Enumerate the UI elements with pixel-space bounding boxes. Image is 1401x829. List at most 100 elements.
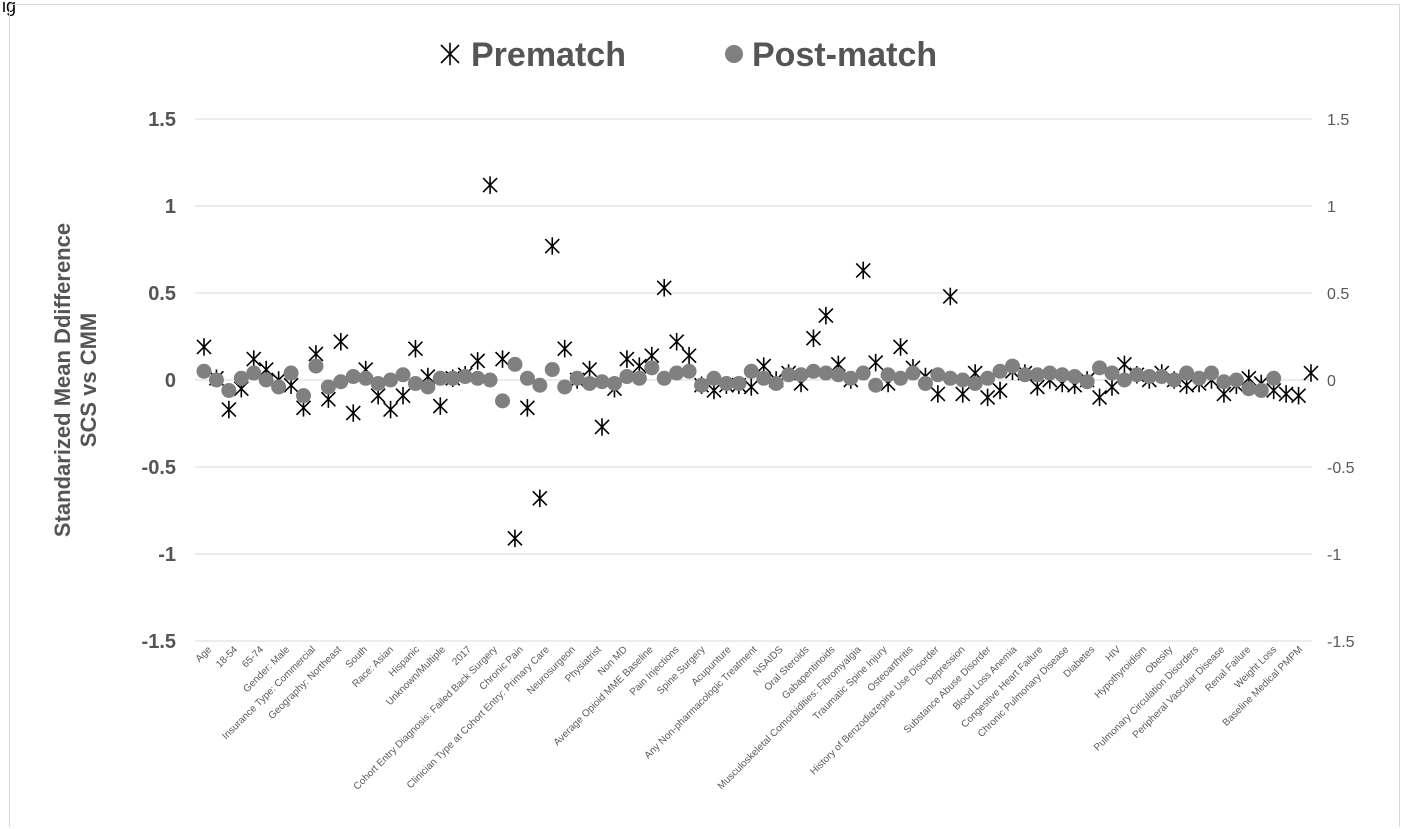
- postmatch-point: [1241, 381, 1257, 397]
- x-tick-label: 18-54: [214, 644, 240, 670]
- postmatch-point: [1191, 370, 1207, 386]
- postmatch-point: [706, 370, 722, 386]
- postmatch-point: [557, 379, 573, 395]
- prematch-point: [507, 529, 523, 548]
- y-tick-label-left: -1: [158, 544, 176, 566]
- postmatch-point: [805, 363, 821, 379]
- postmatch-point: [1092, 360, 1108, 376]
- postmatch-point: [395, 367, 411, 383]
- prematch-point: [1091, 388, 1108, 407]
- prematch-point: [407, 339, 424, 358]
- postmatch-series: [196, 356, 1282, 409]
- prematch-point: [619, 350, 635, 368]
- prematch-point: [345, 404, 361, 422]
- y-tick-label-right: 0: [1327, 373, 1336, 390]
- postmatch-point: [246, 365, 262, 381]
- postmatch-point: [1029, 367, 1045, 383]
- postmatch-point: [880, 367, 896, 383]
- prematch-point: [1303, 364, 1319, 382]
- prematch-point: [1290, 386, 1307, 405]
- legend-prematch-marker: [440, 42, 460, 66]
- postmatch-point: [669, 365, 685, 381]
- postmatch-point: [1266, 370, 1282, 386]
- postmatch-point: [1129, 367, 1145, 383]
- postmatch-point: [1116, 372, 1132, 388]
- postmatch-point: [271, 379, 287, 395]
- y-tick-label-right: 1: [1327, 199, 1336, 216]
- postmatch-point: [942, 370, 958, 386]
- postmatch-point: [221, 382, 237, 398]
- postmatch-point: [781, 367, 797, 383]
- y-axis-label-line: Standarized Mean Ddifference: [50, 223, 75, 537]
- postmatch-point: [992, 363, 1008, 379]
- postmatch-point: [296, 388, 312, 404]
- prematch-point: [805, 329, 822, 347]
- prematch-point: [681, 346, 697, 365]
- prematch-point: [980, 388, 996, 407]
- postmatch-point: [830, 367, 846, 383]
- postmatch-point: [1141, 369, 1157, 385]
- postmatch-point: [1104, 365, 1120, 381]
- prematch-point: [221, 400, 237, 419]
- prematch-point: [868, 353, 884, 372]
- postmatch-point: [1079, 374, 1095, 390]
- y-tick-label-right: 0.5: [1327, 286, 1349, 303]
- prematch-point: [557, 339, 573, 358]
- postmatch-point: [582, 375, 598, 391]
- postmatch-point: [718, 375, 734, 391]
- postmatch-point: [980, 370, 996, 386]
- prematch-point: [544, 237, 560, 255]
- y-tick-label-left: 1.5: [148, 109, 176, 131]
- postmatch-point: [495, 393, 511, 409]
- x-tick-label: 2017: [450, 644, 474, 668]
- prematch-point: [333, 332, 349, 351]
- y-axis-right: 1.5 1 0.5 0 -0.5 -1 -1.5: [1327, 112, 1355, 651]
- postmatch-point: [1154, 369, 1170, 385]
- postmatch-point: [258, 372, 274, 388]
- legend: Prematch Post-match: [440, 36, 937, 74]
- prematch-point: [955, 385, 971, 403]
- postmatch-point: [631, 370, 647, 386]
- postmatch-point: [233, 370, 249, 386]
- postmatch-point: [893, 370, 909, 386]
- postmatch-point: [768, 375, 784, 391]
- postmatch-point: [1253, 382, 1269, 398]
- postmatch-point: [383, 372, 399, 388]
- postmatch-point: [868, 377, 884, 393]
- legend-prematch-label: Prematch: [471, 36, 626, 74]
- y-axis-left: 1.5 1 0.5 0 -0.5 -1 -1.5: [142, 109, 176, 653]
- y-tick-label-left: -0.5: [142, 457, 176, 479]
- postmatch-point: [1216, 374, 1232, 390]
- y-tick-label-right: -0.5: [1327, 460, 1355, 477]
- postmatch-point: [793, 367, 809, 383]
- postmatch-point: [743, 363, 759, 379]
- postmatch-point: [407, 375, 423, 391]
- y-tick-label-right: 1.5: [1327, 112, 1349, 129]
- prematch-point: [669, 332, 685, 351]
- prematch-point: [395, 386, 411, 405]
- postmatch-point: [818, 365, 834, 381]
- postmatch-point: [333, 374, 349, 390]
- postmatch-point: [619, 369, 635, 385]
- prematch-point: [196, 338, 212, 356]
- postmatch-point: [569, 370, 585, 386]
- postmatch-point: [208, 372, 224, 388]
- prematch-series: [196, 176, 1319, 548]
- postmatch-point: [1203, 365, 1219, 381]
- prematch-point: [1278, 385, 1294, 403]
- postmatch-point: [1054, 367, 1070, 383]
- prematch-point: [1104, 378, 1120, 396]
- postmatch-point: [470, 370, 486, 386]
- prematch-point: [743, 378, 759, 396]
- legend-postmatch-label: Post-match: [752, 36, 937, 74]
- postmatch-point: [1228, 372, 1244, 388]
- prematch-point: [432, 397, 448, 415]
- postmatch-point: [1042, 365, 1058, 381]
- postmatch-point: [482, 372, 498, 388]
- prematch-point: [992, 381, 1008, 400]
- prematch-point: [246, 350, 262, 368]
- y-axis-label: Standarized Mean DdifferenceSCS vs CMM: [50, 223, 101, 537]
- postmatch-point: [756, 370, 772, 386]
- prematch-point: [482, 176, 498, 194]
